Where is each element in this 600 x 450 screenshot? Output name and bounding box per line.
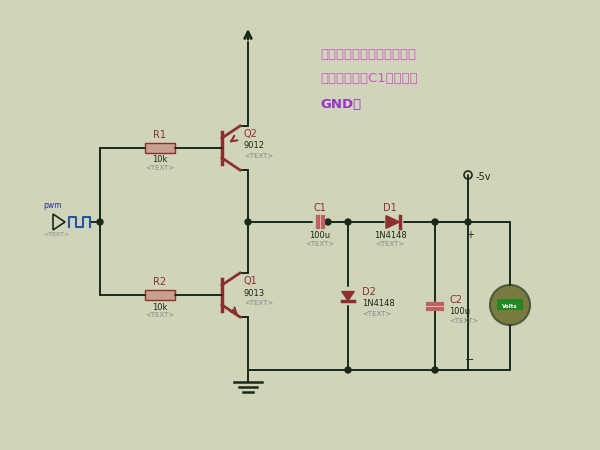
Text: 1N4148: 1N4148 bbox=[362, 300, 395, 309]
Text: GND。: GND。 bbox=[320, 98, 361, 111]
Circle shape bbox=[464, 171, 472, 179]
Circle shape bbox=[97, 219, 103, 225]
Text: 放电，把电容C1高电势接: 放电，把电容C1高电势接 bbox=[320, 72, 418, 85]
Circle shape bbox=[432, 219, 438, 225]
Text: Volts: Volts bbox=[502, 305, 518, 310]
Circle shape bbox=[345, 367, 351, 373]
Circle shape bbox=[432, 367, 438, 373]
Text: 10k: 10k bbox=[152, 302, 167, 311]
Text: <TEXT>: <TEXT> bbox=[244, 153, 273, 159]
Text: <TEXT>: <TEXT> bbox=[376, 241, 404, 247]
Polygon shape bbox=[53, 214, 65, 230]
Text: Q2: Q2 bbox=[244, 129, 258, 139]
Text: 1N4148: 1N4148 bbox=[374, 231, 406, 240]
Circle shape bbox=[465, 219, 471, 225]
Text: 9012: 9012 bbox=[244, 141, 265, 150]
Text: <TEXT>: <TEXT> bbox=[145, 165, 175, 171]
Text: <TEXT>: <TEXT> bbox=[145, 312, 175, 318]
Text: -5v: -5v bbox=[476, 172, 491, 182]
Text: C1: C1 bbox=[314, 203, 326, 213]
Circle shape bbox=[325, 219, 331, 225]
Bar bbox=[145, 143, 175, 153]
Text: D1: D1 bbox=[383, 203, 397, 213]
Circle shape bbox=[490, 285, 530, 325]
Text: 10k: 10k bbox=[152, 156, 167, 165]
Text: pwm: pwm bbox=[43, 201, 62, 210]
Text: <TEXT>: <TEXT> bbox=[305, 241, 335, 247]
Text: 100u: 100u bbox=[310, 231, 331, 240]
Text: R2: R2 bbox=[154, 277, 167, 287]
Text: R1: R1 bbox=[154, 130, 167, 140]
Circle shape bbox=[245, 219, 251, 225]
Text: 9013: 9013 bbox=[244, 288, 265, 297]
Polygon shape bbox=[386, 216, 400, 228]
Circle shape bbox=[345, 219, 351, 225]
Text: C2: C2 bbox=[449, 295, 462, 305]
Polygon shape bbox=[342, 292, 354, 301]
Text: <TEXT>: <TEXT> bbox=[244, 300, 273, 306]
Bar bbox=[497, 299, 523, 310]
Text: Q1: Q1 bbox=[244, 276, 258, 286]
Text: 100u: 100u bbox=[449, 307, 470, 316]
Text: <TEXT>: <TEXT> bbox=[43, 232, 69, 237]
Text: +: + bbox=[466, 230, 474, 240]
Text: 负电压产生电路，利用电容: 负电压产生电路，利用电容 bbox=[320, 48, 416, 61]
Text: <TEXT>: <TEXT> bbox=[362, 311, 391, 317]
Text: −: − bbox=[466, 355, 475, 365]
Text: <TEXT>: <TEXT> bbox=[449, 318, 478, 324]
Text: D2: D2 bbox=[362, 287, 376, 297]
Bar bbox=[145, 290, 175, 300]
